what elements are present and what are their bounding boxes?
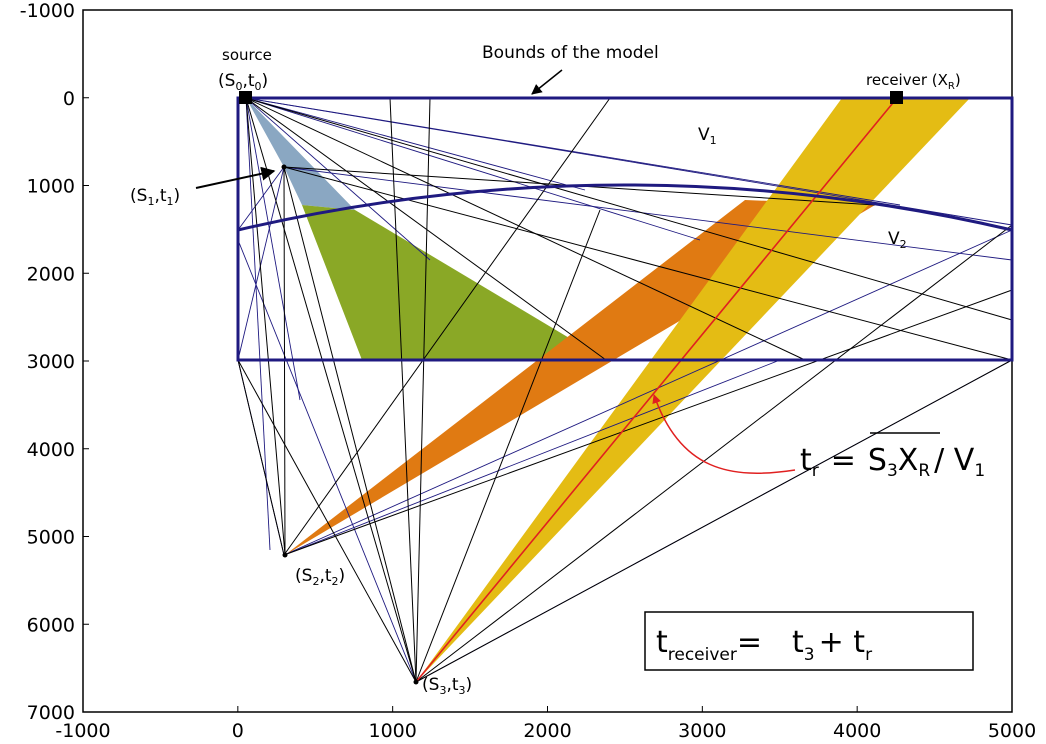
receiver-marker <box>890 91 903 104</box>
s3-point <box>413 679 419 685</box>
s2-label: (S2,t2) <box>295 566 345 588</box>
s2-point <box>282 552 288 558</box>
treceiver-box <box>644 611 974 671</box>
blue-rays <box>237 97 1013 683</box>
s0-label: (S0,t0) <box>218 71 268 93</box>
y-tick-label: 1000 <box>27 176 75 198</box>
y-tick-label: 6000 <box>27 614 75 636</box>
rays <box>237 97 1013 683</box>
bounds-arrow <box>531 69 563 95</box>
x-tick-label: 0 <box>232 720 244 742</box>
y-axis-ticks: -1000 0 1000 2000 3000 4000 5000 6000 7000 <box>20 0 89 724</box>
y-tick-label: 3000 <box>27 351 75 373</box>
svg-text:tr=S3XR/ V1: tr = S3XR / V1 <box>800 443 985 481</box>
y-tick-label: 4000 <box>27 439 75 461</box>
x-tick-label: 1000 <box>368 720 416 742</box>
y-tick-label: -1000 <box>20 0 75 22</box>
s1-point <box>281 164 287 170</box>
x-tick-label: 5000 <box>988 720 1036 742</box>
y-tick-label: 7000 <box>27 702 75 724</box>
y-tick-label: 0 <box>63 88 75 110</box>
source-marker <box>239 91 252 104</box>
s1-arrow <box>195 166 276 189</box>
x-tick-label: 4000 <box>833 720 881 742</box>
v2-label: V2 <box>888 229 907 251</box>
v1-label: V1 <box>698 125 717 147</box>
tr-equation: tr = S3XR / V1 <box>800 432 985 481</box>
y-tick-label: 2000 <box>27 263 75 285</box>
source-label: source <box>222 46 272 64</box>
light-blue-region <box>246 98 355 210</box>
receiver-label: receiver (XR) <box>866 71 961 92</box>
green-region <box>302 205 606 360</box>
treceiver-equation: treceiver= t3 + tr <box>656 625 872 665</box>
s1-label: (S1,t1) <box>130 186 180 208</box>
x-tick-label: 2000 <box>523 720 571 742</box>
layer-interface <box>237 183 1013 232</box>
x-axis-ticks: -1000 0 1000 2000 3000 4000 5000 <box>55 706 1036 742</box>
tr-arrow <box>652 394 796 474</box>
x-tick-label: -1000 <box>55 720 110 742</box>
x-tick-label: 3000 <box>678 720 726 742</box>
model-bounds-label: Bounds of the model <box>482 43 659 63</box>
y-tick-label: 5000 <box>27 527 75 549</box>
yellow-region <box>416 98 970 682</box>
s3-label: (S3,t3) <box>422 675 472 697</box>
